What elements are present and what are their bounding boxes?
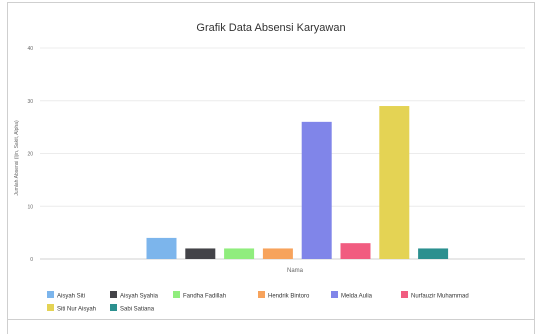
- chart-title: Grafik Data Absensi Karyawan: [196, 22, 345, 34]
- legend-swatch: [110, 304, 117, 311]
- legend-swatch: [401, 291, 408, 298]
- y-tick-label: 0: [30, 257, 33, 263]
- y-tick-label: 20: [27, 152, 33, 158]
- legend-swatch: [173, 291, 180, 298]
- legend-item[interactable]: Nurfauzir Muhammad: [401, 291, 469, 300]
- bar[interactable]: [301, 121, 332, 259]
- card-bottom-border: [7, 320, 535, 334]
- legend-item[interactable]: Siti Nur Aisyah: [47, 304, 96, 313]
- legend-item[interactable]: Hendrik Bintoro: [258, 291, 310, 300]
- chart-card: [7, 2, 535, 320]
- gridlines: [40, 47, 525, 260]
- legend-label: Nurfauzir Muhammad: [411, 294, 469, 300]
- y-tick-label: 30: [27, 99, 33, 105]
- bar[interactable]: [418, 248, 449, 259]
- legend-label: Fandha Fadillah: [183, 294, 226, 300]
- bar[interactable]: [146, 237, 177, 259]
- y-tick-label: 10: [27, 204, 33, 210]
- legend-swatch: [47, 291, 54, 298]
- legend-item[interactable]: Aisyah Syahia: [110, 291, 159, 300]
- legend-item[interactable]: Sabi Satiana: [110, 304, 155, 313]
- legend-label: Aisyah Siti: [57, 294, 85, 300]
- y-axis-label: Jumlah Absensi (Ijin, Sakit, Alpha): [14, 120, 20, 196]
- legend-label: Aisyah Syahia: [120, 294, 159, 300]
- legend-item[interactable]: Aisyah Siti: [47, 291, 85, 300]
- legend-label: Sabi Satiana: [120, 307, 155, 313]
- y-tick-labels: 0 10 20 30 40: [27, 46, 33, 263]
- bar[interactable]: [185, 248, 216, 259]
- bar[interactable]: [262, 248, 293, 259]
- legend[interactable]: Aisyah Siti Aisyah Syahia Fandha Fadillah H…: [47, 291, 469, 313]
- legend-swatch: [47, 304, 54, 311]
- bar[interactable]: [379, 106, 410, 260]
- legend-swatch: [258, 291, 265, 298]
- legend-label: Siti Nur Aisyah: [57, 307, 96, 313]
- y-tick-label: 40: [27, 46, 33, 52]
- legend-swatch: [331, 291, 338, 298]
- bar[interactable]: [224, 248, 255, 259]
- x-axis-label: Nama: [287, 268, 304, 274]
- bar[interactable]: [340, 243, 371, 259]
- bars: [146, 106, 449, 260]
- legend-label: Melda Aulia: [341, 294, 373, 300]
- legend-item[interactable]: Melda Aulia: [331, 291, 373, 300]
- legend-item[interactable]: Fandha Fadillah: [173, 291, 226, 300]
- legend-label: Hendrik Bintoro: [268, 294, 310, 300]
- legend-swatch: [110, 291, 117, 298]
